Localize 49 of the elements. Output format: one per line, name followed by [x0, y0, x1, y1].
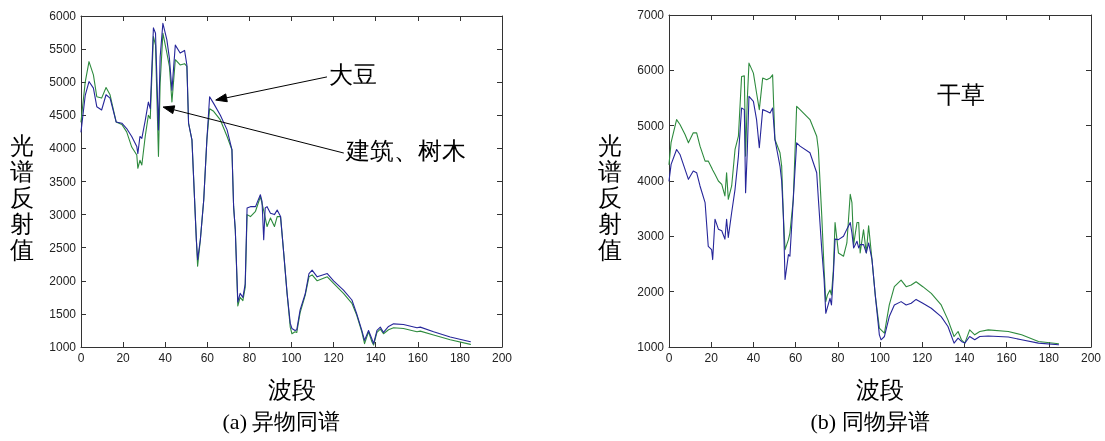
x-tick-label: 0 — [665, 351, 673, 365]
y-tick-label: 5000 — [637, 118, 665, 133]
x-tick-label: 80 — [242, 351, 257, 365]
x-tick-label: 160 — [407, 351, 429, 365]
y-tick-label: 1000 — [49, 340, 77, 354]
y-tick-label: 4000 — [49, 141, 77, 156]
x-tick-label: 60 — [788, 351, 803, 365]
y-tick-label: 2500 — [49, 240, 77, 255]
x-tick-label: 40 — [158, 351, 173, 365]
x-tick-label: 120 — [912, 351, 933, 365]
x-tick-label: 140 — [365, 351, 387, 365]
y-tick-label: 4000 — [637, 174, 665, 188]
y-tick-label: 6000 — [49, 9, 77, 23]
annotation: 干草 — [936, 81, 985, 108]
x-tick-label: 100 — [869, 351, 891, 365]
x-tick-label: 0 — [77, 351, 85, 365]
annotation: 大豆 — [328, 61, 377, 88]
x-tick-label: 20 — [704, 351, 719, 365]
text: (a) 异物同谱 — [222, 408, 341, 434]
x-axis-title: 波段 — [856, 377, 904, 403]
x-tick-label: 40 — [746, 351, 761, 365]
y-tick-label: 7000 — [637, 8, 665, 22]
y-axis-title: 光谱反射值 — [9, 133, 35, 264]
y-axis-title: 光谱反射值 — [597, 132, 623, 263]
y-tick-label: 5000 — [49, 75, 77, 90]
x-tick-label: 100 — [281, 351, 302, 365]
x-tick-label: 60 — [200, 351, 215, 365]
y-tick-label: 6000 — [637, 63, 665, 78]
text: (b) 同物异谱 — [810, 408, 930, 434]
y-tick-label: 3000 — [637, 229, 665, 244]
x-tick-label: 20 — [116, 351, 131, 365]
y-tick-label: 2000 — [49, 273, 77, 288]
x-tick-label: 160 — [996, 351, 1017, 365]
y-tick-label: 1500 — [49, 306, 77, 321]
y-tick-label: 1000 — [637, 340, 665, 354]
y-tick-label: 2000 — [637, 284, 665, 299]
x-tick-label: 200 — [491, 351, 513, 365]
y-tick-label: 4500 — [49, 108, 77, 123]
x-tick-label: 200 — [1080, 351, 1102, 365]
y-tick-label: 3500 — [49, 174, 77, 189]
x-axis-title: 波段 — [267, 377, 316, 403]
x-tick-label: 120 — [323, 351, 344, 365]
y-tick-label: 5500 — [49, 42, 77, 57]
y-tick-label: 3000 — [49, 207, 77, 222]
annotation: 建筑、树木 — [344, 138, 466, 165]
x-tick-label: 180 — [1038, 351, 1060, 365]
x-tick-label: 80 — [831, 351, 845, 365]
x-tick-label: 140 — [954, 351, 975, 365]
x-tick-label: 180 — [449, 351, 471, 365]
